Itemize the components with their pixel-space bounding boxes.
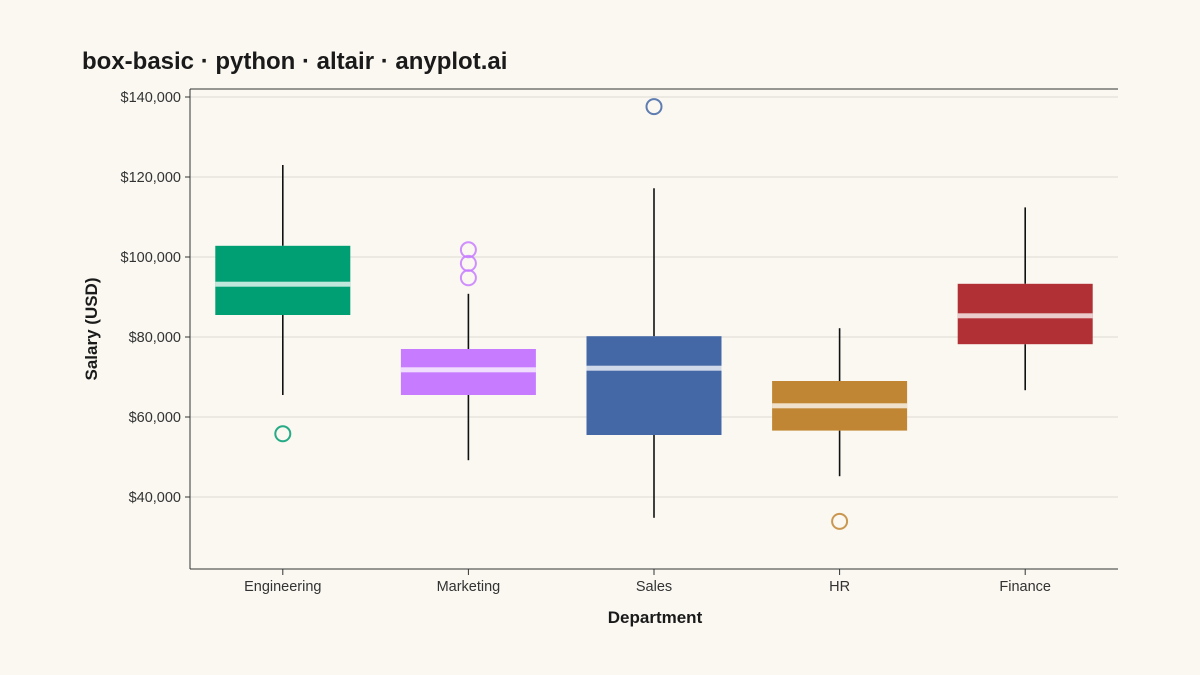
median-line: [586, 365, 722, 371]
x-tick-label: Marketing: [437, 579, 501, 595]
x-tick-label: Engineering: [244, 579, 321, 595]
median-line: [772, 403, 908, 409]
x-tick-label: Sales: [636, 579, 672, 595]
iqr-box: [586, 336, 722, 435]
y-axis-title: Salary (USD): [82, 278, 101, 381]
outlier-point: [645, 98, 663, 116]
outlier-point: [831, 512, 849, 530]
y-tick-label: $40,000: [129, 490, 181, 506]
median-line: [215, 281, 351, 287]
y-tick-label: $120,000: [121, 170, 181, 186]
iqr-box: [215, 245, 351, 315]
box-engineering: [215, 165, 351, 443]
axes: $40,000 $60,000 $80,000 $100,000 $120,000 $14…: [121, 88, 1118, 595]
box-sales: [586, 98, 722, 518]
box-finance: [957, 207, 1093, 391]
y-tick-label: $80,000: [129, 330, 181, 346]
outlier-point: [459, 241, 477, 259]
y-tick-label: $140,000: [121, 90, 181, 106]
x-tick-label: Finance: [999, 579, 1051, 595]
x-axis-title: Department: [608, 608, 703, 627]
median-line: [957, 313, 1093, 319]
y-tick-label: $100,000: [121, 250, 181, 266]
box-hr: [772, 328, 908, 530]
outlier-point: [459, 254, 477, 272]
box-plot-series: [215, 98, 1093, 530]
box-marketing: [400, 241, 536, 461]
median-line: [400, 367, 536, 373]
outlier-point: [274, 425, 292, 443]
outlier-point: [459, 269, 477, 287]
chart-title: box-basic · python · altair · anyplot.ai: [82, 48, 507, 75]
x-tick-label: HR: [829, 579, 850, 595]
y-tick-label: $60,000: [129, 410, 181, 426]
